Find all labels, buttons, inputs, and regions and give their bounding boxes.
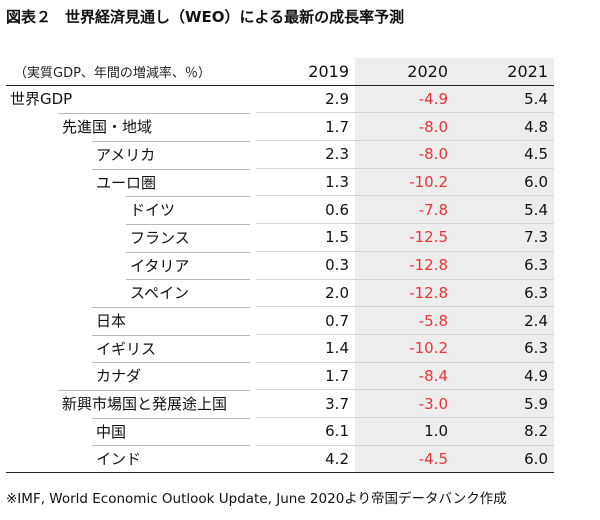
table-row: イギリス 1.4 -10.2 6.3 <box>6 333 554 363</box>
row-label-cell: ドイツ <box>6 196 256 224</box>
row-label: ユーロ圏 <box>92 168 250 196</box>
row-label: 日本 <box>92 307 250 334</box>
value-2021: 7.3 <box>454 223 554 252</box>
row-label: ドイツ <box>126 196 250 223</box>
value-2019: 1.5 <box>256 223 355 252</box>
value-2019: 2.9 <box>325 90 349 109</box>
row-label-cell: 日本 <box>6 307 256 335</box>
row-label: イギリス <box>92 334 250 362</box>
table-row: 先進国・地域 1.7 -8.0 4.8 <box>6 112 554 141</box>
row-label-cell: 新興市場国と発展途上国 <box>6 390 256 418</box>
table-row: 中国 6.1 1.0 8.2 <box>6 416 554 446</box>
table-row: インド 4.2 -4.5 6.0 <box>6 444 554 474</box>
value-2021: 4.8 <box>454 112 554 141</box>
value-2019: 0.7 <box>256 306 355 335</box>
value-2019: 0.6 <box>256 195 355 224</box>
value-2019: 1.3 <box>256 167 355 196</box>
row-label: スペイン <box>126 279 250 306</box>
value-2019: 3.7 <box>256 389 355 418</box>
table-row: 日本 0.7 -5.8 2.4 <box>6 306 554 335</box>
figure-title: 図表２ 世界経済見通し（WEO）による最新の成長率予測 <box>6 6 404 27</box>
year-header-2020: 2020 <box>355 58 454 86</box>
row-label-cell: カナダ <box>6 362 256 390</box>
row-label-cell: 先進国・地域 <box>6 113 256 141</box>
growth-forecast-table: （実質GDP、年間の増減率、％） 2019 2020 2021 世界GDP 2.9… <box>6 58 554 474</box>
table-header-row: （実質GDP、年間の増減率、％） 2019 2020 2021 <box>6 58 554 86</box>
value-2021: 6.3 <box>454 333 554 363</box>
value-2021: 6.0 <box>454 167 554 196</box>
value-2021: 5.4 <box>454 195 554 224</box>
source-note: ※IMF, World Economic Outlook Update, Jun… <box>6 491 507 507</box>
table-row: カナダ 1.7 -8.4 4.9 <box>6 361 554 390</box>
year-header-2019: 2019 <box>256 58 355 86</box>
value-2021: 5.9 <box>454 389 554 418</box>
value-2020: 1.0 <box>355 416 454 446</box>
table-body: 世界GDP 2.9 -4.9 5.4 先進国・地域 1.7 -8.0 4.8 アメリカ 2.3 -8… <box>6 85 554 474</box>
row-label-cell: ユーロ圏 <box>6 168 256 196</box>
row-label: アメリカ <box>92 140 250 168</box>
row-label-cell: インド <box>6 445 256 474</box>
row-label: インド <box>92 445 250 472</box>
value-2021: 2.4 <box>454 306 554 335</box>
value-2021: 6.3 <box>454 250 554 279</box>
value-2019: 1.7 <box>256 361 355 390</box>
row-label-cell: アメリカ <box>6 140 256 169</box>
table-row: ユーロ圏 1.3 -10.2 6.0 <box>6 167 554 196</box>
table-row: 世界GDP 2.9 -4.9 5.4 <box>6 85 554 113</box>
value-2021: 4.5 <box>454 140 554 169</box>
table-row: フランス 1.5 -12.5 7.3 <box>6 223 554 252</box>
value-2019: 2.3 <box>256 140 355 169</box>
value-2020: -10.2 <box>355 333 454 363</box>
row-label: フランス <box>126 223 250 251</box>
value-2020: -7.8 <box>355 195 454 224</box>
table-row: 新興市場国と発展途上国 3.7 -3.0 5.9 <box>6 389 554 418</box>
value-2020: -10.2 <box>355 167 454 196</box>
value-2020: -12.8 <box>355 278 454 307</box>
year-header-2021: 2021 <box>454 58 554 86</box>
value-2020: -8.4 <box>355 361 454 390</box>
table-row: ドイツ 0.6 -7.8 5.4 <box>6 195 554 224</box>
row-label: カナダ <box>92 362 250 389</box>
row-label: 世界GDP <box>10 90 73 109</box>
value-2019: 1.4 <box>256 333 355 363</box>
table-row: スペイン 2.0 -12.8 6.3 <box>6 278 554 307</box>
row-label-cell: 世界GDP <box>6 85 256 113</box>
row-label: 中国 <box>92 417 250 445</box>
row-label: 新興市場国と発展途上国 <box>58 390 250 417</box>
value-2020: -4.9 <box>355 85 454 113</box>
row-label-cell: フランス <box>6 223 256 252</box>
value-2021: 5.4 <box>454 85 554 113</box>
row-label: 先進国・地域 <box>58 113 250 140</box>
figure-number: 図表２ <box>6 8 52 26</box>
value-2019: 1.7 <box>256 112 355 141</box>
value-2021: 8.2 <box>454 416 554 446</box>
value-2020: -12.8 <box>355 250 454 279</box>
value-2021: 4.9 <box>454 361 554 390</box>
value-2020: -8.0 <box>355 112 454 141</box>
value-2020: -3.0 <box>355 389 454 418</box>
row-label: イタリア <box>126 251 250 279</box>
value-2020: -12.5 <box>355 223 454 252</box>
value-2019: 4.2 <box>256 444 355 474</box>
value-2019: 2.0 <box>256 278 355 307</box>
table-row: イタリア 0.3 -12.8 6.3 <box>6 250 554 279</box>
value-2019: 6.1 <box>256 416 355 446</box>
table-row: アメリカ 2.3 -8.0 4.5 <box>6 140 554 169</box>
figure-title-text: 世界経済見通し（WEO）による最新の成長率予測 <box>65 8 405 26</box>
row-label-cell: イギリス <box>6 334 256 362</box>
value-2021: 6.3 <box>454 278 554 307</box>
value-2020: -8.0 <box>355 140 454 169</box>
unit-label: （実質GDP、年間の増減率、％） <box>6 58 256 86</box>
row-label-cell: 中国 <box>6 417 256 445</box>
value-2021: 6.0 <box>454 444 554 474</box>
row-label-cell: イタリア <box>6 251 256 279</box>
value-2020: -4.5 <box>355 444 454 474</box>
value-2019: 0.3 <box>256 250 355 279</box>
row-label-cell: スペイン <box>6 279 256 307</box>
value-2020: -5.8 <box>355 306 454 335</box>
